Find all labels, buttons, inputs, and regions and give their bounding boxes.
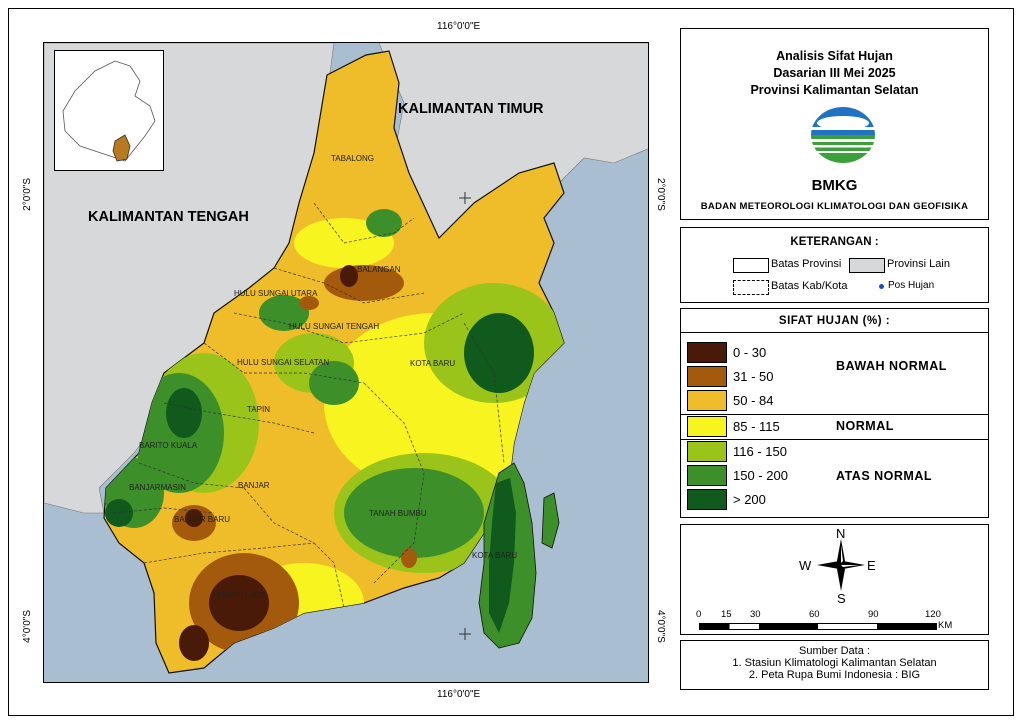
- right-lat-bottom-label: 4°0'0"S: [655, 610, 666, 643]
- legend-label-150-200: 150 - 200: [733, 468, 788, 483]
- main-map: KALIMANTAN TIMUR KALIMANTAN TENGAH TABAL…: [43, 42, 649, 683]
- group-bawah-normal: BAWAH NORMAL: [836, 359, 947, 373]
- legend-row-150-200: 150 - 200: [687, 465, 788, 486]
- label-tapin: TAPIN: [247, 405, 270, 414]
- scale-tick-60: 60: [809, 609, 820, 620]
- legend-row-85-115: 85 - 115: [687, 416, 780, 437]
- provinsi-lain-label: Provinsi Lain: [887, 258, 950, 270]
- scale-tick-90: 90: [868, 609, 879, 620]
- sifat-hujan-panel: SIFAT HUJAN (%) : 0 - 30 31 - 50 50 - 84…: [680, 308, 989, 518]
- pulau-laut-inner: [489, 478, 516, 633]
- compass-n: N: [836, 526, 846, 541]
- left-lat-top-label: 2°0'0"S: [22, 178, 33, 211]
- batas-kab-kota-swatch: [733, 280, 769, 295]
- map-frame: [8, 8, 1014, 716]
- compass-scale-panel: N S W E 0 15 30 60 90 120 KM: [680, 524, 989, 635]
- label-hulu-sungai-tengah: HULU SUNGAI TENGAH: [289, 322, 380, 331]
- scale-tick-30: 30: [750, 609, 761, 620]
- scale-bar: [699, 623, 937, 630]
- legend-divider-2: [681, 439, 988, 440]
- label-kota-baru-south: KOTA BARU: [472, 551, 518, 560]
- label-tabalong: TABALONG: [331, 154, 374, 163]
- legend-row-50-84: 50 - 84: [687, 390, 773, 411]
- bmkg-logo: [811, 107, 875, 163]
- swatch-31-50: [687, 366, 727, 387]
- batas-provinsi-label: Batas Provinsi: [771, 258, 842, 270]
- source-line2: 2. Peta Rupa Bumi Indonesia : BIG: [748, 669, 921, 681]
- source-panel: Sumber Data : 1. Stasiun Klimatologi Kal…: [680, 640, 989, 690]
- legend-divider-1: [681, 414, 988, 415]
- map-canvas: [44, 43, 648, 682]
- compass-w: W: [799, 558, 812, 573]
- group-atas-normal: ATAS NORMAL: [836, 469, 932, 483]
- map-title-line1: Analisis Sifat Hujan: [776, 49, 893, 63]
- legend-label-85-115: 85 - 115: [733, 419, 780, 434]
- label-banjar-baru: BANJAR BARU: [174, 515, 231, 524]
- map-title-line2: Dasarian III Mei 2025: [773, 66, 896, 80]
- north-arrow: [817, 539, 865, 591]
- swatch-0-30: [687, 342, 727, 363]
- legend-row-200: > 200: [687, 489, 766, 510]
- keterangan-panel: KETERANGAN : Batas Provinsi Provinsi Lai…: [680, 227, 989, 303]
- keterangan-heading: KETERANGAN :: [790, 236, 879, 248]
- compass-e: E: [867, 558, 876, 573]
- pos-hujan-icon: [879, 284, 884, 289]
- swatch-116-150: [687, 441, 727, 462]
- bmkg-logo-text: BMKG: [811, 177, 858, 194]
- swatch-150-200: [687, 465, 727, 486]
- title-panel: Analisis Sifat Hujan Dasarian III Mei 20…: [680, 28, 989, 220]
- legend-top-divider: [681, 332, 988, 333]
- legend-label-200: > 200: [733, 492, 766, 507]
- right-lat-top-label: 2°0'0"S: [655, 178, 666, 211]
- swatch-85-115: [687, 416, 727, 437]
- label-tanah-laut: TANAH LAUT: [216, 591, 266, 600]
- provinsi-lain-swatch: [849, 258, 885, 273]
- inset-highlight: [112, 134, 131, 162]
- scale-tick-120: 120: [925, 609, 941, 620]
- scale-tick-15: 15: [721, 609, 732, 620]
- district-boundaries: [113, 202, 505, 609]
- compass-s: S: [837, 591, 846, 606]
- label-banjar: BANJAR: [238, 481, 270, 490]
- legend-label-50-84: 50 - 84: [733, 393, 774, 408]
- label-hulu-sungai-selatan: HULU SUNGAI SELATAN: [237, 358, 330, 367]
- top-longitude-label: 116°0'0"E: [437, 21, 481, 32]
- legend-label-0-30: 0 - 30: [733, 345, 767, 360]
- left-lat-bottom-label: 4°0'0"S: [22, 610, 33, 643]
- swatch-50-84: [687, 390, 727, 411]
- label-kalimantan-timur: KALIMANTAN TIMUR: [398, 101, 544, 117]
- legend-label-31-50: 31 - 50: [733, 369, 774, 384]
- agency-name: BADAN METEOROLOGI KLIMATOLOGI DAN GEOFIS…: [700, 201, 969, 212]
- sifat-hujan-heading: SIFAT HUJAN (%) :: [778, 315, 891, 327]
- grid-crosses: [459, 192, 471, 640]
- scale-tick-0: 0: [696, 609, 702, 620]
- inset-borneo: [62, 60, 156, 162]
- legend-label-116-150: 116 - 150: [733, 444, 787, 459]
- group-normal: NORMAL: [836, 419, 894, 433]
- batas-provinsi-swatch: [733, 258, 769, 273]
- legend-row-116-150: 116 - 150: [687, 441, 787, 462]
- inset-map: [54, 50, 164, 171]
- pos-hujan-label: Pos Hujan: [888, 280, 935, 291]
- source-heading: Sumber Data :: [799, 645, 870, 657]
- map-title-line3: Provinsi Kalimantan Selatan: [750, 83, 919, 97]
- source-line1: 1. Stasiun Klimatologi Kalimantan Selata…: [732, 657, 937, 669]
- label-banjarmasin: BANJARMASIN: [129, 483, 186, 492]
- label-tanah-bumbu: TANAH BUMBU: [369, 509, 427, 518]
- label-kota-baru-north: KOTA BARU: [410, 359, 456, 368]
- swatch-200: [687, 489, 727, 510]
- small-island: [541, 492, 560, 549]
- label-hulu-sungai-utara: HULU SUNGAI UTARA: [234, 289, 318, 298]
- label-kalimantan-tengah: KALIMANTAN TENGAH: [88, 209, 249, 225]
- bottom-longitude-label: 116°0'0"E: [437, 689, 481, 700]
- batas-kab-kota-label: Batas Kab/Kota: [771, 280, 848, 292]
- legend-row-0-30: 0 - 30: [687, 342, 766, 363]
- legend-row-31-50: 31 - 50: [687, 366, 773, 387]
- label-balangan: BALANGAN: [357, 265, 401, 274]
- label-barito-kuala: BARITO KUALA: [139, 441, 198, 450]
- scale-unit: KM: [938, 620, 953, 631]
